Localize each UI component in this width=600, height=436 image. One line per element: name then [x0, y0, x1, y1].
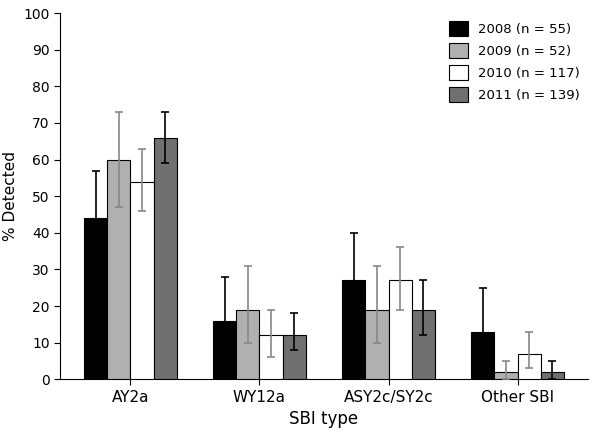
Bar — [154, 138, 177, 379]
Bar — [84, 218, 107, 379]
Bar — [518, 354, 541, 379]
Bar — [412, 310, 435, 379]
Bar — [389, 280, 412, 379]
Bar — [365, 310, 389, 379]
Bar — [236, 310, 259, 379]
Bar — [494, 372, 518, 379]
Bar — [342, 280, 365, 379]
Bar — [283, 335, 306, 379]
Bar — [130, 181, 154, 379]
Bar — [541, 372, 564, 379]
Legend: 2008 (n = 55), 2009 (n = 52), 2010 (n = 117), 2011 (n = 139): 2008 (n = 55), 2009 (n = 52), 2010 (n = … — [444, 16, 586, 107]
Y-axis label: % Detected: % Detected — [2, 151, 17, 241]
Bar — [471, 332, 494, 379]
Bar — [107, 160, 130, 379]
X-axis label: SBI type: SBI type — [289, 410, 359, 428]
Bar — [213, 321, 236, 379]
Bar — [259, 335, 283, 379]
